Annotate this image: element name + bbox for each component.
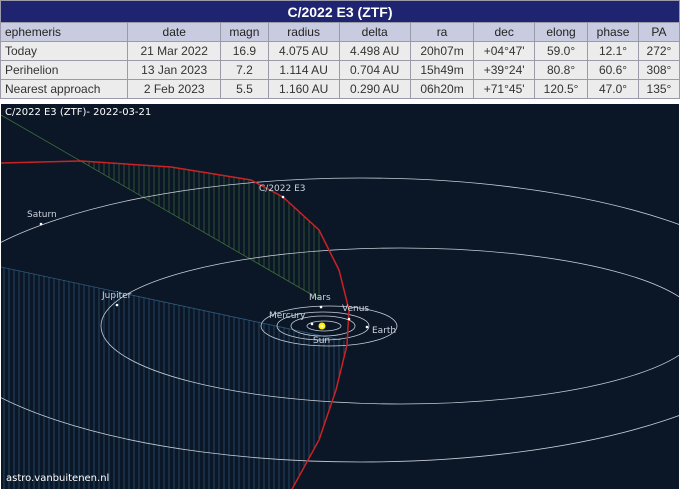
col-header: ephemeris (1, 23, 128, 41)
table-cell: Nearest approach (1, 80, 128, 98)
saturn-marker (39, 222, 43, 226)
col-header: ra (410, 23, 474, 41)
earth-marker (365, 325, 369, 329)
table-row: Nearest approach 2 Feb 2023 5.5 1.160 AU 0.2… (1, 80, 679, 98)
table-row: Perihelion 13 Jan 2023 7.2 1.114 AU 0.704 AU… (1, 61, 679, 79)
sun-label: Sun (313, 336, 330, 346)
mars-marker (319, 305, 323, 309)
header-row: ephemeris date magn radius delta ra dec … (1, 23, 679, 41)
map-title: C/2022 E3 (ZTF)- 2022-03-21 (5, 107, 152, 118)
col-header: magn (221, 23, 268, 41)
mercury-label: Mercury (269, 311, 306, 321)
col-header: date (128, 23, 221, 41)
table-cell: 0.290 AU (339, 80, 410, 98)
node-line-below (0, 266, 342, 341)
table-cell: 135° (638, 80, 679, 98)
table-cell: 5.5 (221, 80, 268, 98)
mercury-marker (310, 322, 314, 326)
mars-orbit (260, 305, 398, 347)
col-header: radius (268, 23, 339, 41)
comet-orbit (0, 160, 350, 492)
mercury-orbit (306, 320, 342, 332)
node-line-above (0, 114, 322, 301)
table-row: Today 21 Mar 2022 16.9 4.075 AU 4.498 AU 20h0… (1, 42, 679, 60)
table-cell: 272° (638, 42, 679, 60)
table-cell: 7.2 (221, 61, 268, 79)
table-cell: 0.704 AU (339, 61, 410, 79)
jupiter-label: Jupiter (101, 291, 132, 301)
table-cell: 2 Feb 2023 (128, 80, 221, 98)
table-cell: +39°24' (474, 61, 534, 79)
table-cell: 80.8° (534, 61, 588, 79)
col-header: phase (588, 23, 638, 41)
table-cell: 20h07m (410, 42, 474, 60)
table-cell: 12.1° (588, 42, 638, 60)
table-cell: Perihelion (1, 61, 128, 79)
col-header: elong (534, 23, 588, 41)
venus-label: Venus (342, 304, 369, 314)
saturn-orbit (0, 177, 680, 463)
table-cell: +71°45' (474, 80, 534, 98)
orbit-diagram: C/2022 E3 Saturn Jupiter Mars Venus Earth Merc… (0, 114, 680, 492)
table-cell: 47.0° (588, 80, 638, 98)
table-cell: +04°47' (474, 42, 534, 60)
earth-orbit (276, 311, 370, 341)
jupiter-orbit (100, 247, 680, 405)
col-header: dec (474, 23, 534, 41)
table-title: C/2022 E3 (ZTF) (1, 1, 679, 22)
jupiter-marker (115, 303, 119, 307)
table-cell: 15h49m (410, 61, 474, 79)
earth-label: Earth (372, 326, 396, 336)
col-header: PA (638, 23, 679, 41)
table-cell: 16.9 (221, 42, 268, 60)
table-cell: 1.114 AU (268, 61, 339, 79)
ephemeris-table: C/2022 E3 (ZTF) ephemeris date magn radi… (0, 0, 680, 99)
col-header: delta (339, 23, 410, 41)
table-cell: 4.498 AU (339, 42, 410, 60)
venus-orbit (290, 315, 356, 337)
venus-marker (347, 317, 351, 321)
credit-link[interactable]: astro.vanbuitenen.nl (6, 473, 110, 484)
table-cell: 308° (638, 61, 679, 79)
comet-marker (281, 195, 285, 199)
table-cell: 59.0° (534, 42, 588, 60)
sun-marker (320, 324, 324, 328)
table-cell: 13 Jan 2023 (128, 61, 221, 79)
table-cell: 21 Mar 2022 (128, 42, 221, 60)
table-cell: 1.160 AU (268, 80, 339, 98)
saturn-label: Saturn (27, 210, 57, 220)
orbit-map: C/2022 E3 Saturn Jupiter Mars Venus Earth Merc… (0, 104, 680, 492)
table-cell: 06h20m (410, 80, 474, 98)
table-cell: Today (1, 42, 128, 60)
table-cell: 60.6° (588, 61, 638, 79)
table-cell: 4.075 AU (268, 42, 339, 60)
mars-label: Mars (309, 293, 331, 303)
table-cell: 120.5° (534, 80, 588, 98)
comet-label: C/2022 E3 (259, 184, 306, 194)
